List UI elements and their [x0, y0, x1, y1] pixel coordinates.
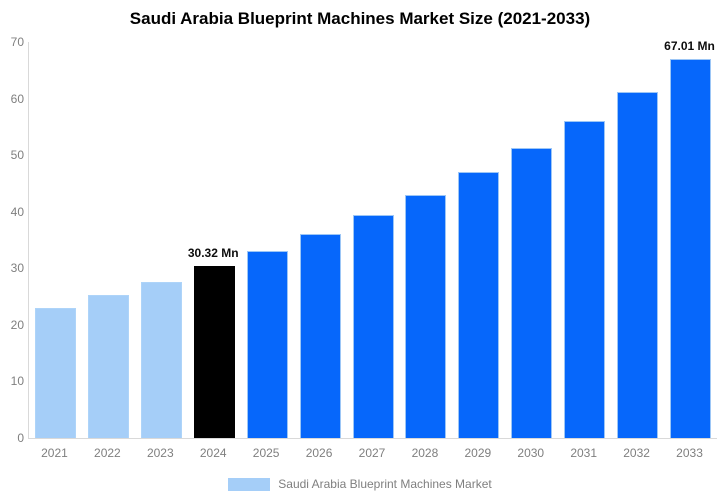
y-tick-label: 0: [17, 431, 24, 445]
value-label-2033: 67.01 Mn: [664, 38, 715, 53]
bar-2027[interactable]: [352, 215, 394, 438]
legend-label: Saudi Arabia Blueprint Machines Market: [278, 477, 492, 491]
bar-2033[interactable]: [670, 58, 712, 438]
bar-2030[interactable]: [511, 147, 553, 438]
value-label-2024: 30.32 Mn: [187, 246, 239, 261]
bar-2025[interactable]: [246, 251, 288, 438]
chart-title: Saudi Arabia Blueprint Machines Market S…: [129, 9, 591, 28]
bar-2023[interactable]: [140, 282, 182, 438]
bar-2021[interactable]: [34, 307, 76, 438]
y-tick-label: 70: [10, 35, 24, 49]
bar-2026[interactable]: [299, 234, 341, 438]
y-tick-label: 30: [10, 261, 24, 276]
y-tick-label: 40: [10, 204, 24, 219]
y-tick-label: 20: [10, 317, 24, 332]
x-tick-label: 2024: [199, 446, 227, 460]
y-tick-label: 10: [10, 374, 24, 389]
bar-2031[interactable]: [564, 121, 606, 438]
bar-2032[interactable]: [617, 91, 659, 438]
bar-2028[interactable]: [405, 194, 447, 438]
x-tick-label: 2025: [252, 446, 280, 460]
x-tick-label: 2026: [305, 446, 333, 460]
x-tick-label: 2032: [623, 446, 650, 460]
y-tick-label: 50: [10, 148, 24, 163]
legend-swatch-icon: [228, 477, 271, 491]
x-tick-label: 2023: [146, 446, 174, 460]
bar-2029[interactable]: [458, 172, 500, 438]
x-tick-label: 2029: [464, 446, 492, 460]
bar-2022[interactable]: [87, 295, 129, 438]
x-tick-label: 2033: [676, 446, 703, 460]
x-tick-label: 2022: [94, 446, 121, 460]
x-tick-label: 2030: [517, 446, 545, 460]
legend[interactable]: Saudi Arabia Blueprint Machines Market: [0, 475, 720, 493]
y-tick-label: 60: [10, 91, 24, 106]
x-tick-label: 2028: [411, 446, 439, 460]
x-tick-label: 2021: [41, 446, 68, 460]
x-tick-label: 2031: [570, 446, 598, 460]
x-tick-label: 2027: [358, 446, 386, 460]
plot-area: [28, 42, 717, 439]
bar-2024[interactable]: [193, 266, 235, 438]
